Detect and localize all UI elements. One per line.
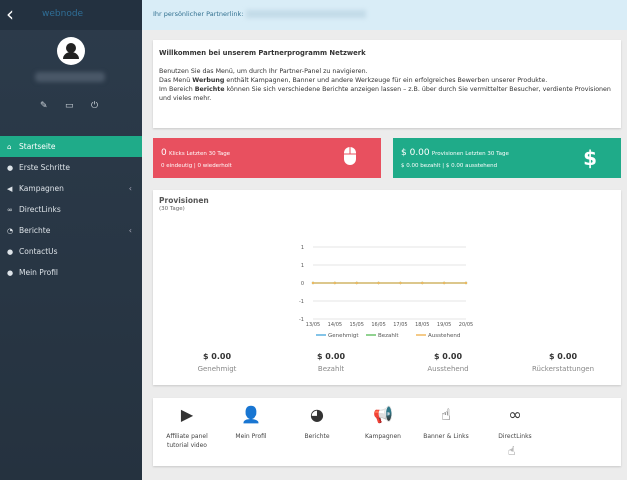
total-genehmigt: $ 0.00 Genehmigt (197, 352, 237, 373)
home-icon: ⌂ (7, 142, 12, 151)
legend-label: Bezahlt (378, 333, 399, 339)
power-icon[interactable]: ⏻ (91, 101, 99, 111)
y-tick-label: -1 (299, 317, 304, 323)
y-tick-label: 1 (301, 245, 304, 251)
user-icon: 👤 (241, 405, 261, 424)
y-tick-label: 0 (301, 281, 304, 287)
sidebar-item-kampagnen[interactable]: ◀ Kampagnen ‹ (0, 178, 142, 199)
partner-link-label: Ihr persönlicher Partnerlink: (153, 10, 244, 18)
commissions-value: $ 0.00 (401, 148, 430, 158)
y-tick-label: -1 (299, 299, 304, 305)
avatar (57, 37, 85, 65)
clicks-value: 0 (161, 148, 167, 158)
clicks-stat: 0 Klicks Letzten 30 Tage 0 eindeutig | 0… (153, 138, 381, 178)
x-tick-label: 19/05 (437, 322, 451, 328)
label: Kampagnen (19, 184, 64, 193)
chevron-left-icon: ‹ (128, 226, 132, 235)
pie-chart-icon: ◕ (310, 405, 324, 424)
contact-icon: ● (7, 247, 14, 256)
megaphone-icon: ◀ (7, 184, 13, 193)
sidebar-item-startseite[interactable]: ⌂ Startseite (0, 136, 142, 157)
pointer-icon: ☝ (441, 405, 451, 424)
welcome-text: Im Bereich Berichte können Sie sich vers… (159, 86, 611, 102)
welcome-title: Willkommen bei unserem Partnerprogramm N… (159, 49, 366, 57)
x-tick-label: 14/05 (328, 322, 342, 328)
data-point (442, 281, 446, 285)
label: DirectLinks (19, 205, 61, 214)
video-icon: ▶ (180, 405, 194, 424)
commissions-stat: $ 0.00 Provisionen Letzten 30 Tage $ 0.0… (393, 138, 621, 178)
hand-cursor-icon: ☝ (508, 444, 516, 458)
megaphone-icon: 📢 (373, 405, 393, 424)
x-tick-label: 16/05 (371, 322, 385, 328)
label: ContactUs (19, 247, 58, 256)
welcome-text: Das Menü Werbung enthält Kampagnen, Bann… (159, 77, 548, 84)
y-tick-label: 1 (301, 263, 304, 269)
commissions-label: Provisionen Letzten 30 Tage (431, 151, 509, 157)
shortcut-banner-links[interactable]: ☝ Banner & Links (416, 405, 476, 441)
shortcuts-card: ▶ Affiliate panel tutorial video 👤 Mein Pr… (153, 398, 621, 466)
dollar-icon: $ (583, 146, 597, 170)
welcome-text: Benutzen Sie das Menü, um durch Ihr Part… (159, 68, 368, 75)
shortcut-mein-profil[interactable]: 👤 Mein Profil (221, 405, 281, 441)
clicks-label: Klicks Letzten 30 Tage (168, 151, 231, 157)
chart-icon: ◔ (7, 226, 14, 235)
label: Mein Profil (19, 268, 59, 277)
username-blurred (35, 72, 105, 82)
provisionen-subtitle: (30 Tage) (159, 206, 185, 212)
data-point (311, 281, 315, 285)
partner-link-blurred[interactable] (245, 10, 366, 18)
data-point (377, 281, 380, 285)
sidebar-item-directlinks[interactable]: ∞ DirectLinks (0, 199, 142, 220)
data-point (464, 281, 468, 285)
label: Berichte (19, 226, 51, 235)
sidebar-item-erste-schritte[interactable]: ● Erste Schritte (0, 157, 142, 178)
sidebar-item-mein-profil[interactable]: ● Mein Profil (0, 262, 142, 283)
x-tick-label: 18/05 (415, 322, 429, 328)
monitor-icon[interactable]: ▭ (65, 101, 74, 111)
data-point (421, 281, 424, 285)
total-ausstehend: $ 0.00 Ausstehend (427, 352, 469, 373)
back-icon[interactable]: ‹ (6, 2, 14, 26)
legend-label: Ausstehend (428, 333, 460, 339)
shortcut-berichte[interactable]: ◕ Berichte (287, 405, 347, 441)
label: Startseite (19, 142, 56, 151)
data-point (355, 281, 358, 285)
provisionen-title: Provisionen (159, 196, 209, 205)
clicks-sub: 0 eindeutig | 0 wiederholt (161, 163, 232, 169)
edit-icon[interactable]: ✎ (40, 101, 48, 111)
link-icon: ∞ (508, 405, 522, 424)
sidebar-header: ‹ webnode (0, 0, 142, 30)
total-rueckerstattungen: $ 0.00 Rückerstattungen (531, 352, 595, 373)
data-point (333, 281, 337, 285)
shortcut-directlinks[interactable]: ∞ DirectLinks (485, 405, 545, 441)
chevron-left-icon: ‹ (128, 184, 132, 193)
x-tick-label: 13/05 (306, 322, 320, 328)
total-bezahlt: $ 0.00 Bezahlt (316, 352, 346, 373)
data-point (399, 281, 402, 285)
shortcut-kampagnen[interactable]: 📢 Kampagnen (353, 405, 413, 441)
profile-icon: ● (7, 268, 14, 277)
sidebar-item-berichte[interactable]: ◔ Berichte ‹ (0, 220, 142, 241)
shortcut-tutorial-video[interactable]: ▶ Affiliate panel tutorial video (157, 405, 217, 450)
x-tick-label: 17/05 (393, 322, 407, 328)
link-icon: ∞ (7, 205, 13, 214)
sidebar-item-contactus[interactable]: ● ContactUs (0, 241, 142, 262)
welcome-card: Willkommen bei unserem Partnerprogramm N… (153, 40, 621, 128)
provisionen-chart: 110-1-113/05 14/05 15/05 16/05 17/05 18/05 19/… (299, 245, 473, 339)
logo: webnode (42, 9, 84, 19)
commissions-sub: $ 0.00 bezahlt | $ 0.00 ausstehend (401, 163, 498, 169)
partner-link-bar: Ihr persönlicher Partnerlink: (142, 0, 627, 30)
x-tick-label: 20/05 (459, 322, 473, 328)
provisionen-card: Provisionen (30 Tage) 1 1 0 -1 -1 13/05 14/05 1… (153, 190, 621, 385)
label: Erste Schritte (19, 163, 70, 172)
x-tick-label: 15/05 (350, 322, 364, 328)
legend-label: Genehmigt (328, 333, 359, 339)
mouse-icon (343, 146, 357, 171)
sidebar: ‹ webnode ✎ ▭ ⏻ ⌂ Startseite ● Erste Schri… (0, 0, 142, 480)
user-icon: ● (7, 163, 14, 172)
